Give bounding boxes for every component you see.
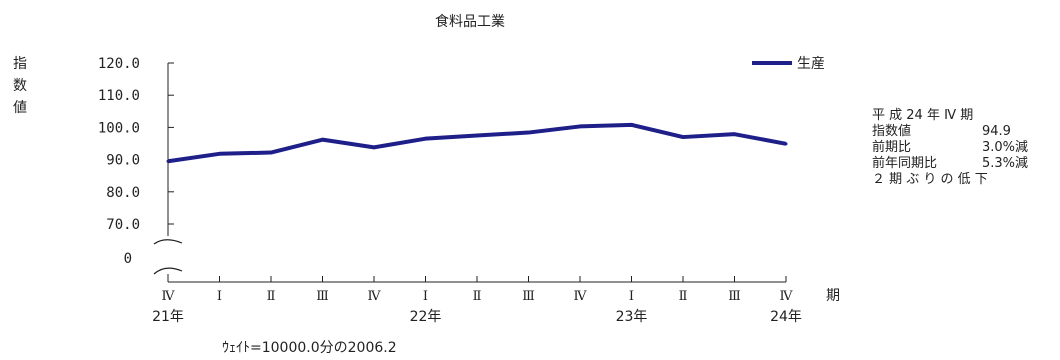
x-tick-label: Ⅳ bbox=[368, 289, 382, 304]
y-tick-label: 90.0 bbox=[106, 153, 140, 169]
series-line bbox=[167, 122, 787, 164]
summary-row-qoq: 前期比 3.0%減 bbox=[872, 140, 1028, 156]
summary-row-index: 指数値 94.9 bbox=[872, 124, 1028, 140]
x-year-label: 21年 bbox=[152, 309, 184, 325]
x-tick-label: Ⅰ bbox=[217, 289, 222, 304]
x-tick-label: Ⅳ bbox=[162, 289, 176, 304]
x-tick-label: Ⅰ bbox=[423, 289, 428, 304]
x-tick-label: Ⅲ bbox=[522, 289, 535, 304]
data-point bbox=[784, 142, 788, 146]
chart-title: 食料品工業 bbox=[435, 13, 505, 30]
data-point bbox=[733, 132, 736, 136]
data-point bbox=[372, 145, 376, 149]
summary-label: 前期比 bbox=[872, 140, 912, 155]
legend-label: 生産 bbox=[797, 56, 825, 72]
y-tick-label: 70.0 bbox=[106, 217, 140, 233]
summary-period: 平 成 24 年 Ⅳ 期 bbox=[872, 108, 974, 123]
data-point bbox=[630, 123, 633, 127]
y-axis-label-char: 値 bbox=[13, 100, 27, 116]
data-point bbox=[269, 151, 273, 155]
summary-label: 指数値 bbox=[872, 124, 912, 139]
data-point bbox=[166, 159, 170, 163]
x-tick-label: Ⅱ bbox=[679, 289, 688, 304]
y-axis-label-char: 指 bbox=[13, 56, 27, 72]
x-tick-label: Ⅳ bbox=[574, 289, 588, 304]
y-tick-label: 110.0 bbox=[98, 88, 140, 104]
x-year-label: 23年 bbox=[616, 309, 648, 325]
x-tick-label: Ⅰ bbox=[629, 289, 634, 304]
summary-panel: 平 成 24 年 Ⅳ 期 指数値 94.9 前期比 3.0%減 前年同期比 5.3%減… bbox=[872, 108, 1028, 188]
x-axis-label: 期 bbox=[826, 288, 840, 304]
y-axis-label-char: 数 bbox=[13, 78, 27, 94]
data-point bbox=[321, 138, 324, 142]
y-tick-label: 120.0 bbox=[98, 56, 140, 72]
x-tick-label: Ⅲ bbox=[728, 289, 741, 304]
x-tick-label: Ⅲ bbox=[316, 289, 329, 304]
summary-value: 94.9 bbox=[982, 124, 1011, 139]
axis-break-mark bbox=[153, 239, 183, 245]
data-point bbox=[681, 135, 685, 139]
data-point bbox=[218, 152, 221, 156]
summary-text: ２ 期 ぶ り の 低 下 bbox=[872, 172, 988, 187]
summary-value: 3.0%減 bbox=[982, 140, 1029, 155]
y-axis-label: 指数値 bbox=[13, 56, 27, 116]
summary-row-yoy: 前年同期比 5.3%減 bbox=[872, 156, 1028, 172]
data-point bbox=[527, 131, 530, 135]
y-zero-label: 0 bbox=[124, 251, 132, 267]
data-point bbox=[475, 133, 479, 137]
weight-note: ｳｪｲﾄ=10000.0分の2006.2 bbox=[222, 340, 397, 356]
x-tick-label: Ⅱ bbox=[473, 289, 482, 304]
x-tick-label: Ⅳ bbox=[780, 289, 794, 304]
axis-break-mark bbox=[153, 267, 183, 275]
x-year-label: 24年 bbox=[770, 309, 802, 325]
x-year-label: 22年 bbox=[410, 309, 442, 325]
data-point bbox=[424, 137, 427, 141]
data-point bbox=[578, 124, 582, 128]
summary-value: 5.3%減 bbox=[982, 156, 1029, 171]
summary-label: 前年同期比 bbox=[872, 156, 938, 171]
x-tick-label: Ⅱ bbox=[267, 289, 276, 304]
y-tick-label: 100.0 bbox=[98, 120, 140, 136]
y-tick-label: 80.0 bbox=[106, 185, 140, 201]
